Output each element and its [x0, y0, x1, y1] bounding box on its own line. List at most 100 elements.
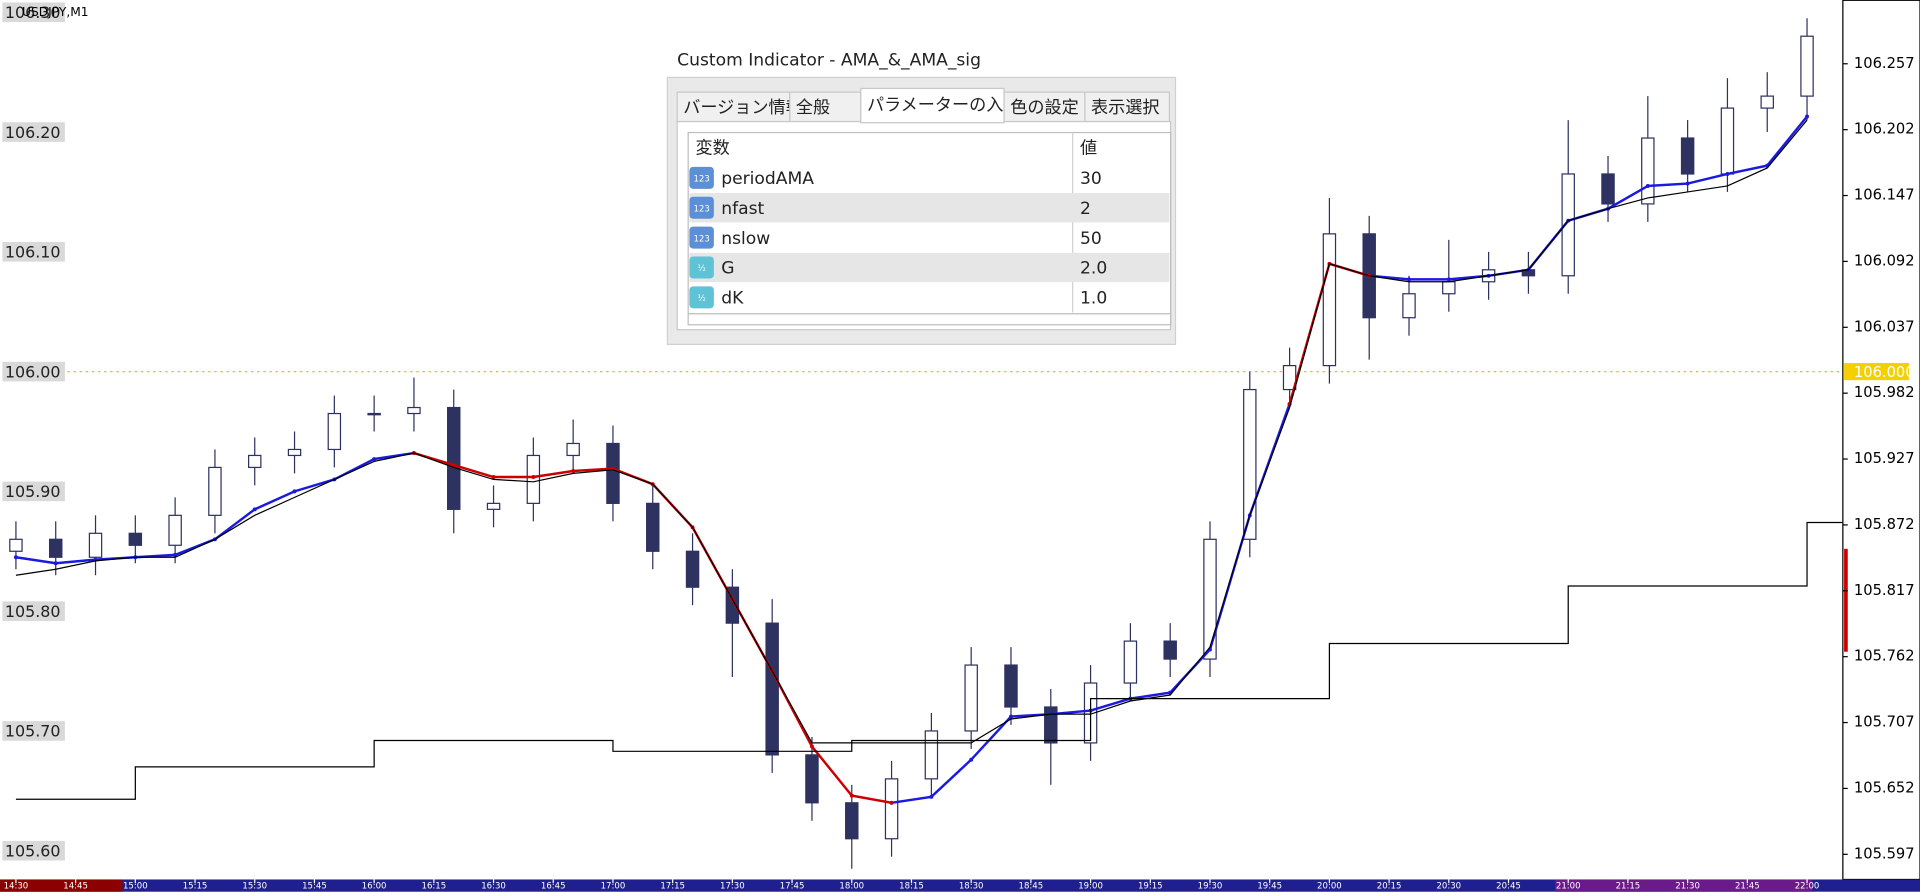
- price-level-label: 105.70: [5, 722, 61, 741]
- candle-body: [1561, 173, 1575, 277]
- indicator-point: [1407, 277, 1411, 282]
- price-level-label: 106.20: [5, 123, 61, 142]
- y-tick-label: 105.927: [1854, 450, 1915, 467]
- tab-label[interactable]: 全般: [796, 98, 830, 118]
- indicator-point: [1685, 181, 1690, 186]
- param-name[interactable]: periodAMA: [721, 169, 814, 189]
- symbol-label: USDJPY,M1: [22, 5, 89, 19]
- param-icon-label: 123: [693, 175, 709, 185]
- current-price-box: [1844, 363, 1909, 381]
- indicator-point: [849, 793, 854, 798]
- y-tick-label: 105.817: [1854, 582, 1915, 599]
- candle-body: [964, 664, 978, 732]
- param-name[interactable]: nfast: [721, 199, 764, 219]
- tab[interactable]: [860, 87, 1005, 124]
- price-axis: [1842, 0, 1920, 881]
- indicator-point: [531, 475, 536, 479]
- tab[interactable]: [676, 91, 791, 123]
- row-highlight: [689, 193, 1170, 223]
- table-header: 値: [1080, 138, 1097, 158]
- price-level-box: [2, 840, 65, 861]
- param-icon: [689, 286, 714, 309]
- candle-body: [287, 448, 302, 457]
- price-level-box: [2, 122, 65, 142]
- x-tick-label: 15:15: [183, 882, 208, 892]
- param-value[interactable]: 30: [1080, 169, 1102, 189]
- tab[interactable]: [1084, 91, 1170, 123]
- y-tick-label: 106.147: [1854, 187, 1915, 204]
- x-tick-label: 18:00: [839, 882, 864, 892]
- indicator-line: [15, 521, 1843, 800]
- param-icon-label: 123: [693, 204, 709, 214]
- param-icon: [689, 166, 714, 189]
- candle-body: [1641, 137, 1655, 205]
- candle-body: [924, 730, 939, 780]
- param-icon: [689, 226, 714, 249]
- x-tick-label: 20:45: [1496, 882, 1521, 892]
- indicator-point: [173, 552, 178, 557]
- param-name[interactable]: nslow: [721, 229, 770, 249]
- param-value[interactable]: 2: [1080, 199, 1091, 219]
- candle-body: [1282, 365, 1297, 391]
- table-header: 変数: [696, 138, 730, 158]
- x-tick-label: 18:15: [899, 882, 924, 892]
- y-tick-label: 106.202: [1854, 121, 1915, 138]
- x-tick-label: 20:30: [1436, 882, 1461, 892]
- price-level-label: 105.60: [5, 841, 61, 860]
- x-tick-label: 15:30: [242, 882, 267, 892]
- y-tick-label: 105.707: [1854, 714, 1915, 731]
- candle-body: [1044, 706, 1058, 744]
- candle-body: [1760, 95, 1774, 109]
- y-tick-label: 105.597: [1854, 845, 1915, 862]
- x-tick-label: 19:15: [1138, 882, 1163, 892]
- candle-body: [208, 466, 222, 516]
- y-tick-label: 106.092: [1854, 252, 1915, 269]
- param-icon: [689, 256, 714, 279]
- indicator-point: [889, 800, 894, 805]
- param-value[interactable]: 1.0: [1080, 289, 1107, 309]
- candle-body: [1601, 173, 1615, 205]
- x-tick-label: 18:45: [1019, 882, 1044, 892]
- x-tick-label: 22:00: [1795, 882, 1820, 892]
- candle-body: [845, 802, 859, 840]
- y-tick-label: 106.037: [1854, 318, 1915, 335]
- candle-body: [646, 502, 660, 552]
- dialog-title: Custom Indicator - AMA_&_AMA_sig: [677, 50, 981, 70]
- x-tick-label: 21:30: [1675, 882, 1700, 892]
- tab-label[interactable]: パラメーターの入力: [867, 96, 1021, 116]
- param-value[interactable]: 2.0: [1080, 259, 1107, 279]
- x-tick-label: 20:00: [1317, 882, 1342, 892]
- x-tick-label: 14:30: [4, 882, 29, 892]
- candle-body: [1123, 640, 1138, 684]
- indicator-point: [1446, 277, 1451, 282]
- tab[interactable]: [789, 91, 862, 123]
- x-tick-label: 16:45: [541, 882, 566, 892]
- tab-label[interactable]: バージョン情報: [683, 98, 803, 118]
- x-tick-label: 21:15: [1616, 882, 1641, 892]
- param-name[interactable]: G: [721, 259, 734, 279]
- candle-body: [128, 532, 143, 546]
- tab-label[interactable]: 色の設定: [1010, 98, 1079, 118]
- candle-body: [407, 406, 421, 415]
- candle-body: [327, 412, 342, 451]
- x-tick-label: 20:15: [1377, 882, 1402, 892]
- tab-label[interactable]: 表示選択: [1091, 98, 1160, 118]
- param-icon-label: 123: [693, 234, 709, 244]
- time-axis-segment: [0, 879, 123, 892]
- price-level-label: 106.00: [5, 362, 61, 381]
- price-level-box: [2, 481, 65, 502]
- param-name[interactable]: dK: [721, 289, 744, 309]
- indicator-point: [1645, 183, 1650, 188]
- indicator-point: [292, 489, 297, 494]
- x-tick-label: 19:00: [1078, 882, 1103, 892]
- x-tick-label: 16:00: [362, 882, 387, 892]
- candle-body: [168, 514, 182, 546]
- param-value[interactable]: 50: [1080, 229, 1102, 249]
- candle-body: [1004, 664, 1018, 708]
- candle-body: [367, 412, 381, 416]
- y-tick-label: 105.982: [1854, 384, 1915, 401]
- candle-body: [88, 532, 103, 558]
